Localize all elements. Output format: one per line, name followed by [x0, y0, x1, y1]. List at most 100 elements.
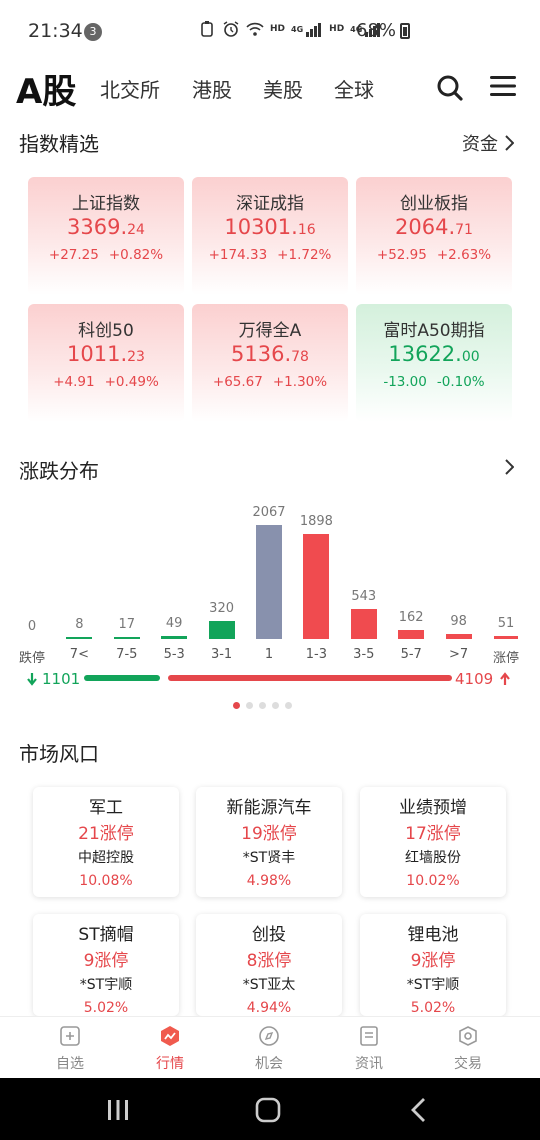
up-arrow-icon — [500, 672, 510, 685]
bottom-nav-market[interactable]: 行情 — [120, 1017, 220, 1079]
theme-stock-change: 5.02% — [410, 1000, 456, 1016]
distribution-bar-value: 0 — [27, 619, 37, 634]
market-theme-card[interactable]: 军工 21涨停 中超控股 10.08% — [33, 787, 179, 897]
index-change-value: +174.33 — [208, 247, 268, 263]
distribution-bar-label: 5-7 — [400, 647, 422, 662]
index-change-value: +65.67 — [212, 374, 263, 390]
bottom-nav-news[interactable]: 资讯 — [319, 1017, 419, 1079]
theme-leading-stock: 红墙股份 — [405, 850, 461, 866]
index-change-pct: +1.30% — [272, 374, 328, 390]
tab-global[interactable]: 全球 — [334, 78, 374, 102]
index-value-dec: 24 — [127, 222, 145, 238]
theme-leading-stock: 中超控股 — [78, 850, 134, 866]
distribution-bar-label: 1-3 — [305, 647, 327, 662]
back-icon[interactable] — [406, 1096, 434, 1124]
system-nav-bar — [0, 1078, 540, 1140]
funds-link[interactable]: 资金 — [462, 130, 514, 156]
page-indicator — [233, 702, 292, 709]
bottom-nav-watchlist-label: 自选 — [56, 1056, 84, 1072]
market-theme-card[interactable]: 锂电池 9涨停 *ST宇顺 5.02% — [360, 914, 506, 1016]
market-theme-card[interactable]: 新能源汽车 19涨停 *ST贤丰 4.98% — [196, 787, 342, 897]
index-change-value: +4.91 — [53, 374, 95, 390]
distribution-bar-label: 跌停 — [18, 651, 45, 666]
status-icons: HD 4G HD 4G — [198, 20, 382, 38]
theme-stock-change: 4.94% — [246, 1000, 292, 1016]
distribution-bar — [208, 621, 235, 639]
page-dot[interactable] — [233, 702, 240, 709]
theme-limit-up-count: 9涨停 — [410, 951, 456, 971]
theme-name: ST摘帽 — [78, 925, 134, 945]
index-card[interactable]: 科创50 1011.23 +4.91 +0.49% — [28, 304, 184, 422]
theme-leading-stock: *ST亚太 — [242, 977, 296, 993]
index-value-dec: 23 — [127, 349, 145, 365]
index-name: 富时A50期指 — [383, 321, 485, 341]
index-change-pct: +2.63% — [436, 247, 492, 263]
distribution-chevron-right-icon[interactable] — [504, 459, 514, 475]
index-value: 13622.00 — [356, 342, 512, 366]
theme-limit-up-count: 19涨停 — [241, 824, 297, 844]
page-dot[interactable] — [272, 702, 279, 709]
distribution-bar — [113, 637, 140, 639]
theme-name: 军工 — [89, 798, 123, 818]
down-total: 1101 — [42, 670, 81, 688]
index-change: +65.67 +1.30% — [192, 374, 348, 390]
down-ratio-bar — [84, 675, 161, 681]
menu-icon[interactable] — [490, 74, 516, 98]
distribution-bar — [66, 637, 93, 639]
up-total: 4109 — [455, 670, 494, 688]
index-value: 1011.23 — [28, 342, 184, 366]
market-chart-icon — [161, 1026, 179, 1046]
distribution-section-title: 涨跌分布 — [19, 459, 99, 483]
index-card[interactable]: 万得全A 5136.78 +65.67 +1.30% — [192, 304, 348, 422]
distribution-bar-label: >7 — [449, 647, 469, 662]
market-theme-card[interactable]: ST摘帽 9涨停 *ST宇顺 5.02% — [33, 914, 179, 1016]
recent-apps-icon[interactable] — [104, 1096, 132, 1124]
index-value: 2064.71 — [356, 215, 512, 239]
tab-us-stocks[interactable]: 美股 — [263, 78, 303, 102]
network-label-2: 4G — [350, 24, 363, 34]
bottom-nav-watchlist[interactable]: 自选 — [20, 1017, 120, 1079]
theme-stock-change: 5.02% — [83, 1000, 129, 1016]
tab-hk-stocks[interactable]: 港股 — [192, 78, 232, 102]
index-card[interactable]: 深证成指 10301.16 +174.33 +1.72% — [192, 177, 348, 295]
distribution-bar-label: 涨停 — [492, 651, 519, 666]
index-value: 3369.24 — [28, 215, 184, 239]
market-theme-card[interactable]: 创投 8涨停 *ST亚太 4.94% — [196, 914, 342, 1016]
bottom-nav-opportunity[interactable]: 机会 — [219, 1017, 319, 1079]
distribution-bar — [494, 636, 518, 639]
index-value-dec: 16 — [297, 222, 316, 238]
distribution-bar-label: 3-1 — [210, 647, 233, 662]
theme-name: 锂电池 — [407, 925, 459, 945]
bottom-nav-trade[interactable]: 交易 — [418, 1017, 518, 1079]
distribution-bar — [350, 609, 377, 639]
page-dot[interactable] — [285, 702, 292, 709]
search-icon[interactable] — [436, 74, 464, 102]
plus-square-icon — [60, 1026, 80, 1046]
index-change-pct: +1.72% — [277, 247, 332, 263]
home-icon[interactable] — [254, 1096, 282, 1124]
page-dot[interactable] — [259, 702, 266, 709]
market-theme-card[interactable]: 业绩预增 17涨停 红墙股份 10.02% — [360, 787, 506, 897]
bottom-nav-trade-label: 交易 — [454, 1056, 482, 1072]
tab-a-shares[interactable]: A股 — [16, 72, 77, 112]
index-change-pct: -0.10% — [436, 374, 485, 390]
distribution-bar-value: 2067 — [252, 505, 286, 520]
clean-icon — [201, 21, 213, 37]
hd-label-2: HD — [329, 24, 345, 34]
distribution-bar-value: 320 — [209, 601, 234, 617]
index-change: -13.00 -0.10% — [356, 374, 512, 390]
news-icon — [360, 1026, 378, 1046]
alarm-icon — [223, 21, 239, 37]
network-label: 4G — [291, 24, 304, 34]
index-value-int: 13622. — [388, 342, 462, 366]
hd-label: HD — [270, 24, 286, 34]
distribution-bar — [256, 525, 282, 639]
distribution-bar-value: 49 — [165, 616, 183, 632]
tab-beijing-exchange[interactable]: 北交所 — [100, 78, 160, 102]
index-card[interactable]: 富时A50期指 13622.00 -13.00 -0.10% — [356, 304, 512, 422]
bottom-nav-market-label: 行情 — [156, 1056, 184, 1072]
index-card[interactable]: 创业板指 2064.71 +52.95 +2.63% — [356, 177, 512, 295]
page-dot[interactable] — [246, 702, 253, 709]
index-card[interactable]: 上证指数 3369.24 +27.25 +0.82% — [28, 177, 184, 295]
index-change-pct: +0.49% — [104, 374, 159, 390]
